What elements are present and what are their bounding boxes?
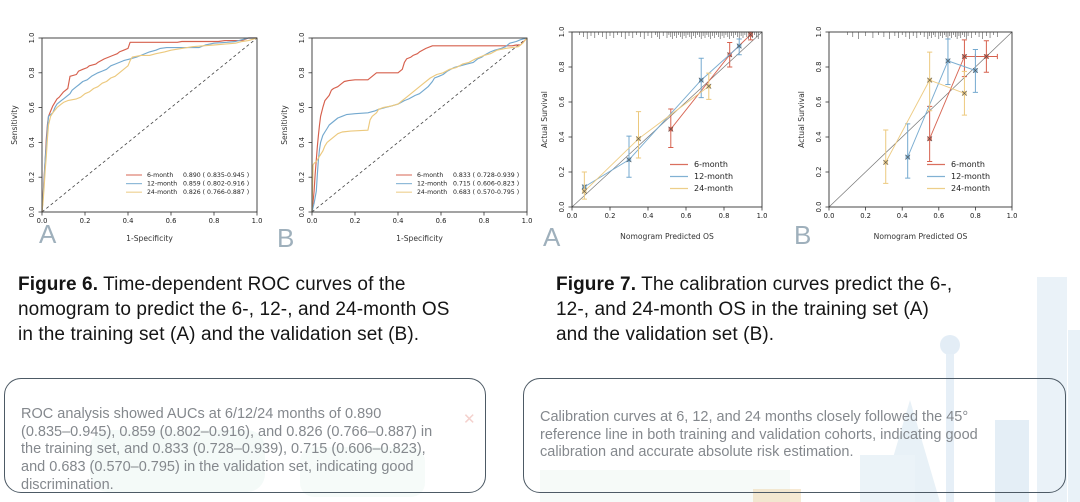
svg-text:0.715 ( 0.606-0.823 ): 0.715 ( 0.606-0.823 ) (453, 181, 519, 188)
svg-text:24-month: 24-month (417, 189, 447, 196)
svg-text:0.0: 0.0 (298, 207, 306, 218)
svg-text:0.8: 0.8 (479, 217, 490, 225)
svg-text:0.6: 0.6 (166, 217, 177, 225)
calibration-training-plot: 0.00.0 0.2 0.2 0.4 0.4 0.6 0.6 0.8 0.8 1.0 1.0 Nomo… (540, 27, 767, 241)
panel-letter-calibration-validation: B (794, 220, 812, 250)
calibration-validation-plot: 0.00.0 0.2 0.2 0.4 0.4 0.6 0.6 0.8 0.8 1.0 1.0 Nomo… (797, 27, 1017, 241)
svg-text:0.0: 0.0 (37, 217, 48, 225)
svg-text:0.6: 0.6 (681, 212, 692, 220)
svg-text:0.0: 0.0 (307, 217, 318, 225)
svg-text:24-month: 24-month (147, 189, 177, 196)
svg-text:0.6: 0.6 (933, 212, 944, 220)
svg-text:0.0: 0.0 (824, 212, 835, 220)
svg-text:0.6: 0.6 (298, 102, 306, 113)
svg-text:0.6: 0.6 (28, 102, 36, 113)
calibration-summary-text: Calibration curves at 6, 12, and 24 mont… (540, 408, 978, 461)
figure7-caption: Figure 7. The calibration curves predict… (556, 272, 996, 347)
svg-text:0.4: 0.4 (298, 137, 306, 148)
svg-text:1.0: 1.0 (757, 212, 768, 220)
roc-validation-plot: 0.00.0 0.2 0.2 0.4 0.4 0.6 0.6 0.8 0.8 1.0 1.0 1-Sp… (280, 33, 532, 243)
figure7-caption-text: The calibration curves predict the 6-, 1… (556, 274, 953, 345)
roc-training-plot: 0.00.0 0.2 0.2 0.4 0.4 0.6 0.6 0.8 0.8 1.0 1.0 1-Sp… (10, 33, 262, 243)
figure-panels: 0.00.00.20.20.40.40.60.60.80.81.01.01-Sp… (10, 27, 1017, 243)
svg-text:24-month: 24-month (951, 184, 990, 193)
svg-text:0.4: 0.4 (897, 212, 908, 220)
svg-text:0.890 ( 0.835-0.945 ): 0.890 ( 0.835-0.945 ) (183, 172, 249, 179)
svg-text:1.0: 1.0 (1007, 212, 1018, 220)
svg-text:0.4: 0.4 (643, 212, 654, 220)
calibration-summary-box: Calibration curves at 6, 12, and 24 mont… (523, 378, 1066, 493)
svg-text:6-month: 6-month (951, 160, 985, 169)
svg-text:12-month: 12-month (147, 181, 177, 188)
svg-text:0.2: 0.2 (558, 167, 566, 178)
panel-letter-roc-validation: B (277, 223, 295, 253)
svg-text:12-month: 12-month (417, 181, 447, 188)
svg-text:24-month: 24-month (694, 184, 733, 193)
svg-text:1.0: 1.0 (252, 217, 263, 225)
svg-text:0.8: 0.8 (298, 67, 306, 78)
svg-text:0.0: 0.0 (28, 207, 36, 218)
svg-text:0.4: 0.4 (558, 132, 566, 143)
figure7-caption-label: Figure 7. (556, 274, 637, 295)
svg-text:12-month: 12-month (694, 172, 733, 181)
svg-text:0.2: 0.2 (860, 212, 871, 220)
svg-text:Nomogram Predicted OS: Nomogram Predicted OS (874, 232, 968, 241)
svg-text:0.4: 0.4 (28, 137, 36, 148)
svg-text:1.0: 1.0 (558, 27, 566, 38)
svg-text:1-Specificity: 1-Specificity (126, 234, 173, 243)
svg-text:0.8: 0.8 (209, 217, 220, 225)
svg-text:6-month: 6-month (694, 160, 728, 169)
svg-text:Actual Survival: Actual Survival (540, 91, 549, 148)
svg-text:✕: ✕ (463, 410, 476, 428)
svg-text:0.8: 0.8 (28, 67, 36, 78)
svg-text:0.6: 0.6 (436, 217, 447, 225)
svg-text:6-month: 6-month (147, 172, 173, 179)
figure6-caption: Figure 6. Time-dependent ROC curves of t… (18, 272, 496, 347)
roc-summary-text: ROC analysis showed AUCs at 6/12/24 mont… (21, 405, 433, 493)
svg-text:0.2: 0.2 (80, 217, 91, 225)
svg-text:0.8: 0.8 (815, 62, 823, 73)
svg-text:0.8: 0.8 (970, 212, 981, 220)
svg-text:12-month: 12-month (951, 172, 990, 181)
svg-text:0.826 ( 0.766-0.887 ): 0.826 ( 0.766-0.887 ) (183, 189, 249, 196)
svg-text:Sensitivity: Sensitivity (10, 105, 19, 145)
svg-text:Sensitivity: Sensitivity (280, 105, 289, 145)
figure6-caption-text: Time-dependent ROC curves of the nomogra… (18, 274, 450, 345)
svg-text:Actual Survival: Actual Survival (797, 91, 806, 148)
svg-text:0.833 ( 0.728-0.939 ): 0.833 ( 0.728-0.939 ) (453, 172, 519, 179)
svg-text:0.6: 0.6 (815, 97, 823, 108)
svg-text:1.0: 1.0 (298, 33, 306, 44)
svg-text:0.2: 0.2 (815, 167, 823, 178)
svg-text:1-Specificity: 1-Specificity (396, 234, 443, 243)
svg-text:6-month: 6-month (417, 172, 443, 179)
svg-text:0.8: 0.8 (719, 212, 730, 220)
svg-text:0.2: 0.2 (605, 212, 616, 220)
figure6-caption-label: Figure 6. (18, 274, 99, 295)
svg-text:0.683 ( 0.570-0.795 ): 0.683 ( 0.570-0.795 ) (453, 189, 519, 196)
svg-text:1.0: 1.0 (522, 217, 533, 225)
svg-text:0.4: 0.4 (393, 217, 404, 225)
svg-text:0.4: 0.4 (123, 217, 134, 225)
svg-text:0.859 ( 0.802-0.916 ): 0.859 ( 0.802-0.916 ) (183, 181, 249, 188)
panel-letter-roc-training: A (39, 219, 57, 249)
svg-text:0.2: 0.2 (28, 172, 36, 183)
svg-text:1.0: 1.0 (815, 27, 823, 38)
svg-text:0.4: 0.4 (815, 132, 823, 143)
svg-text:0.0: 0.0 (815, 202, 823, 213)
svg-text:0.2: 0.2 (350, 217, 361, 225)
svg-text:0.0: 0.0 (567, 212, 578, 220)
svg-text:0.2: 0.2 (298, 172, 306, 183)
svg-text:Nomogram Predicted OS: Nomogram Predicted OS (620, 232, 714, 241)
panel-letter-calibration-training: A (543, 222, 561, 252)
roc-summary-box: ROC analysis showed AUCs at 6/12/24 mont… (4, 378, 486, 493)
svg-text:1.0: 1.0 (28, 33, 36, 44)
svg-text:0.6: 0.6 (558, 97, 566, 108)
svg-text:0.0: 0.0 (558, 202, 566, 213)
svg-text:0.8: 0.8 (558, 62, 566, 73)
